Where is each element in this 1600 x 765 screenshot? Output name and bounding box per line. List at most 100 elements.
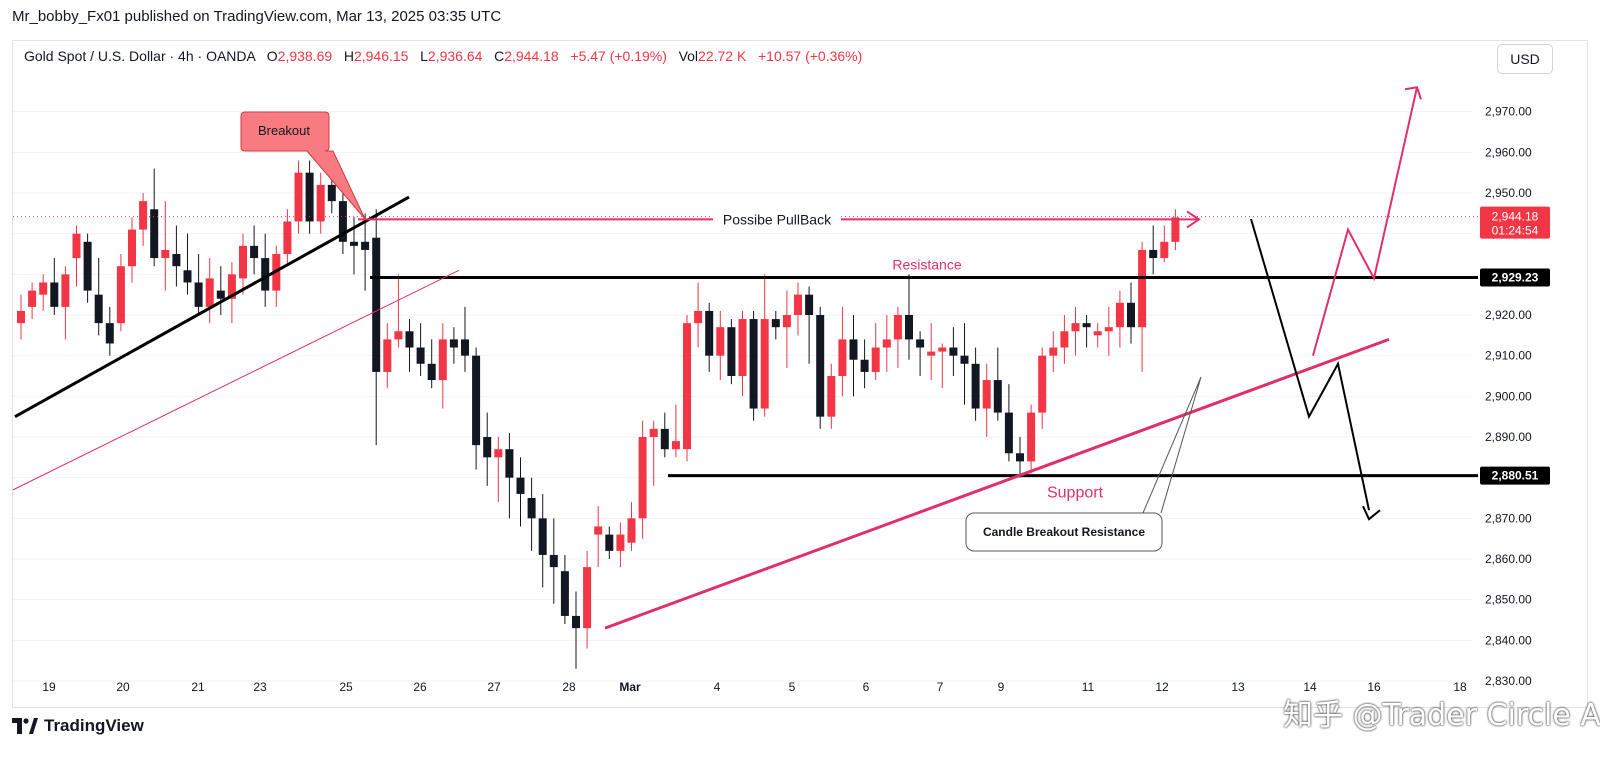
candle-body [150, 209, 159, 259]
candle-body [205, 278, 214, 307]
candle-body [749, 319, 758, 409]
candle [305, 160, 314, 234]
candle-body [638, 437, 647, 519]
candle-body [660, 428, 669, 450]
x-tick-label: 16 [1367, 680, 1381, 694]
candle [1160, 225, 1169, 263]
candle-body [1027, 412, 1036, 462]
x-tick-label: 9 [998, 680, 1005, 694]
candle [805, 286, 814, 364]
candle-body [427, 363, 436, 381]
channel-line[interactable] [13, 269, 460, 491]
y-tick-label: 2,910.00 [1485, 349, 1532, 363]
candle-body [572, 615, 580, 629]
candle [61, 266, 70, 340]
candle-body [960, 355, 969, 364]
candle-body [616, 534, 625, 551]
candle-body [50, 282, 59, 307]
candle-body [316, 184, 325, 222]
candle-body [1160, 241, 1169, 259]
candle-body [305, 172, 314, 222]
candle [583, 550, 592, 649]
ohlc-legend: Gold Spot / U.S. Dollar · 4h · OANDA O2,… [24, 48, 862, 64]
candle-body [627, 518, 636, 543]
candle-body [938, 347, 947, 352]
left-trendline[interactable] [14, 195, 410, 418]
x-tick-label: 13 [1231, 680, 1245, 694]
candle [316, 172, 325, 234]
candle-body [105, 323, 114, 344]
candle-body [438, 339, 447, 381]
current-price-label: 2,944.18 [1492, 210, 1539, 224]
x-tick-label: 6 [863, 680, 870, 694]
tradingview-logo[interactable]: TradingView [12, 716, 144, 736]
volume-change-value: +10.57 (+0.36%) [757, 48, 863, 64]
close-label: C [494, 48, 505, 64]
candle-body [1171, 217, 1180, 242]
candle-body [827, 376, 836, 417]
candle [860, 339, 869, 389]
candle-body [716, 327, 725, 356]
low-label: L [420, 48, 428, 64]
x-tick-label: 28 [562, 680, 576, 694]
candle [882, 315, 891, 372]
candle-breakout-callout[interactable] [965, 512, 1163, 552]
candle [738, 310, 747, 397]
candle [72, 225, 81, 287]
y-tick-label: 2,870.00 [1485, 511, 1532, 525]
candle [905, 274, 913, 360]
candle [505, 432, 514, 519]
chart-area[interactable]: Possibe PullBack Breakout Resistance Suppor… [12, 40, 1588, 708]
symbol-label[interactable]: Gold Spot / U.S. Dollar · 4h · OANDA [24, 48, 256, 64]
candle [116, 254, 125, 332]
candle-body [161, 249, 170, 259]
candle [838, 306, 847, 397]
candle-body [261, 258, 270, 291]
candle [927, 323, 936, 381]
breakout-callout[interactable] [240, 111, 366, 220]
candle [172, 225, 181, 287]
candle [605, 526, 614, 559]
y-tick-label: 2,890.00 [1485, 430, 1532, 444]
support-trendline[interactable] [604, 337, 1390, 630]
candle-body [527, 498, 536, 519]
candle-body [1104, 327, 1113, 332]
price-chart[interactable]: Possibe PullBack Breakout Resistance Suppor… [13, 41, 1589, 709]
candle [394, 274, 403, 348]
level-price-badge [1480, 466, 1550, 485]
candle-body [583, 567, 592, 629]
candle-body [916, 339, 925, 348]
x-tick-label: 5 [789, 680, 796, 694]
candle [483, 412, 492, 486]
support-label: Support [1047, 485, 1104, 502]
candle-body [139, 201, 148, 230]
y-tick-label: 2,830.00 [1485, 674, 1532, 688]
resistance-label: Resistance [892, 256, 961, 272]
candle [538, 493, 547, 588]
candle-body [1016, 453, 1024, 462]
candle [150, 168, 159, 267]
candle-body [738, 319, 747, 376]
close-value: 2,944.18 [504, 48, 559, 64]
volume-label: Vol [678, 48, 699, 64]
y-tick-label: 2,860.00 [1485, 552, 1532, 566]
candle [638, 420, 647, 539]
candle [1016, 437, 1024, 478]
candle [1171, 209, 1180, 250]
candle-body [1038, 355, 1047, 413]
candle-body [472, 355, 481, 446]
candle-body [494, 449, 503, 458]
candle-body [694, 310, 703, 324]
candle-body [927, 351, 936, 356]
x-tick-label: 19 [42, 680, 56, 694]
candle [749, 310, 758, 421]
currency-button[interactable]: USD [1497, 44, 1553, 74]
tradingview-logo-icon [12, 718, 38, 734]
publisher-line: Mr_bobby_Fx01 published on TradingView.c… [12, 8, 502, 25]
candle-body [1049, 347, 1058, 356]
candle [361, 213, 370, 291]
candle [594, 506, 603, 568]
candle-body [594, 526, 603, 535]
candle-body [893, 315, 902, 340]
candle [261, 233, 270, 307]
